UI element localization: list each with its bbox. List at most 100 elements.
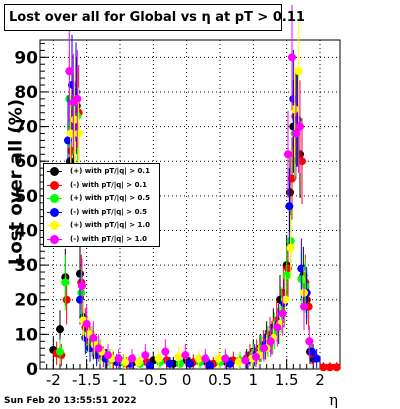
point-marker [146,361,154,370]
point-marker [293,115,302,124]
point-marker [326,363,334,372]
data-point [146,359,154,370]
y-tick-label: 90 [14,48,38,68]
point-marker [273,323,282,332]
point-marker [206,361,214,370]
x-tick-label: -1 [113,371,128,389]
data-point [296,80,304,173]
data-point [78,258,86,314]
data-point [206,359,214,370]
data-point [181,344,190,367]
legend-marker [50,167,59,176]
point-marker [286,188,294,197]
point-marker [292,129,300,138]
point-marker [62,295,71,304]
data-point [312,349,321,369]
point-marker [252,352,260,361]
legend-label: (+) with pT/|q| > 0.1 [70,167,150,175]
point-marker [174,352,183,361]
legend-entry: (+) with pT/|q| > 1.0 [44,219,159,232]
point-marker [294,67,303,76]
point-marker [301,281,310,290]
data-point [285,168,294,245]
x-tick-label: 2 [315,371,325,389]
legend-entry: (-) with pT/|q| > 0.1 [44,179,159,192]
point-marker [104,351,112,360]
y-axis-label: Lost over all (%) [5,98,27,266]
point-marker [181,351,190,360]
y-tick-label: 70 [14,118,38,138]
data-point [288,4,296,110]
data-point [260,334,268,362]
data-points [49,4,341,372]
x-tick-label: 1 [249,371,259,389]
y-tick-label: 10 [14,325,38,345]
point-marker [312,354,321,363]
point-marker [308,347,316,356]
data-point [278,291,287,336]
legend-entry: (+) with pT/|q| > 0.5 [44,192,159,205]
point-marker [66,129,75,138]
data-point [166,357,174,369]
legend-marker [50,234,59,244]
point-marker [332,363,341,372]
data-point [273,308,282,347]
data-point [114,349,123,369]
data-point [305,325,314,357]
data-point [294,19,303,123]
point-marker [300,302,308,311]
legend-label: (-) with pT/|q| > 0.1 [70,180,147,189]
x-tick-label: -2 [46,371,61,389]
point-marker [298,157,306,166]
point-marker [278,309,287,318]
point-marker [114,354,123,363]
data-point [134,354,143,369]
point-marker [214,354,223,363]
legend-marker [50,180,59,190]
x-tick-label: 0 [182,371,192,389]
point-marker [68,81,76,90]
point-marker [64,136,72,145]
data-point [201,349,210,369]
data-point [326,362,334,372]
data-point [77,266,86,319]
point-marker [141,351,150,360]
point-marker [241,356,250,365]
point-marker [226,359,234,368]
point-marker [78,281,86,290]
data-point [104,344,112,367]
legend-label: (-) with pT/|q| > 1.0 [70,234,147,243]
data-point [128,349,136,369]
data-point [284,110,292,198]
point-marker [82,319,91,328]
legend: (+) with pT/|q| > 0.1 (-) with pT/|q| > 0… [43,163,160,247]
point-marker [260,344,268,353]
point-marker [282,271,291,280]
point-marker [128,354,136,363]
point-marker [284,264,292,273]
data-point [154,349,163,369]
timestamp: Sun Feb 20 13:55:51 2022 [4,396,137,406]
y-tick-label: 20 [14,291,38,311]
data-point [300,283,308,331]
point-marker [161,347,170,356]
point-marker [297,264,306,273]
x-tick-label: 1.5 [275,371,299,389]
data-point [161,339,170,365]
y-tick-label: 60 [14,152,38,172]
data-point [297,238,306,299]
legend-label: (+) with pT/|q| > 0.5 [70,194,150,202]
y-tick-label: 80 [14,83,38,103]
point-marker [89,333,98,342]
point-marker [56,325,64,334]
data-point [282,246,291,305]
point-marker [288,53,296,62]
point-marker [186,359,194,368]
point-marker [76,295,84,304]
chart-title: Lost over all for Global vs η at pT > 0.… [4,4,305,31]
point-marker [134,358,143,367]
x-tick-label: 0.5 [208,371,232,389]
y-tick-label: 30 [14,256,38,276]
point-marker [305,337,314,346]
